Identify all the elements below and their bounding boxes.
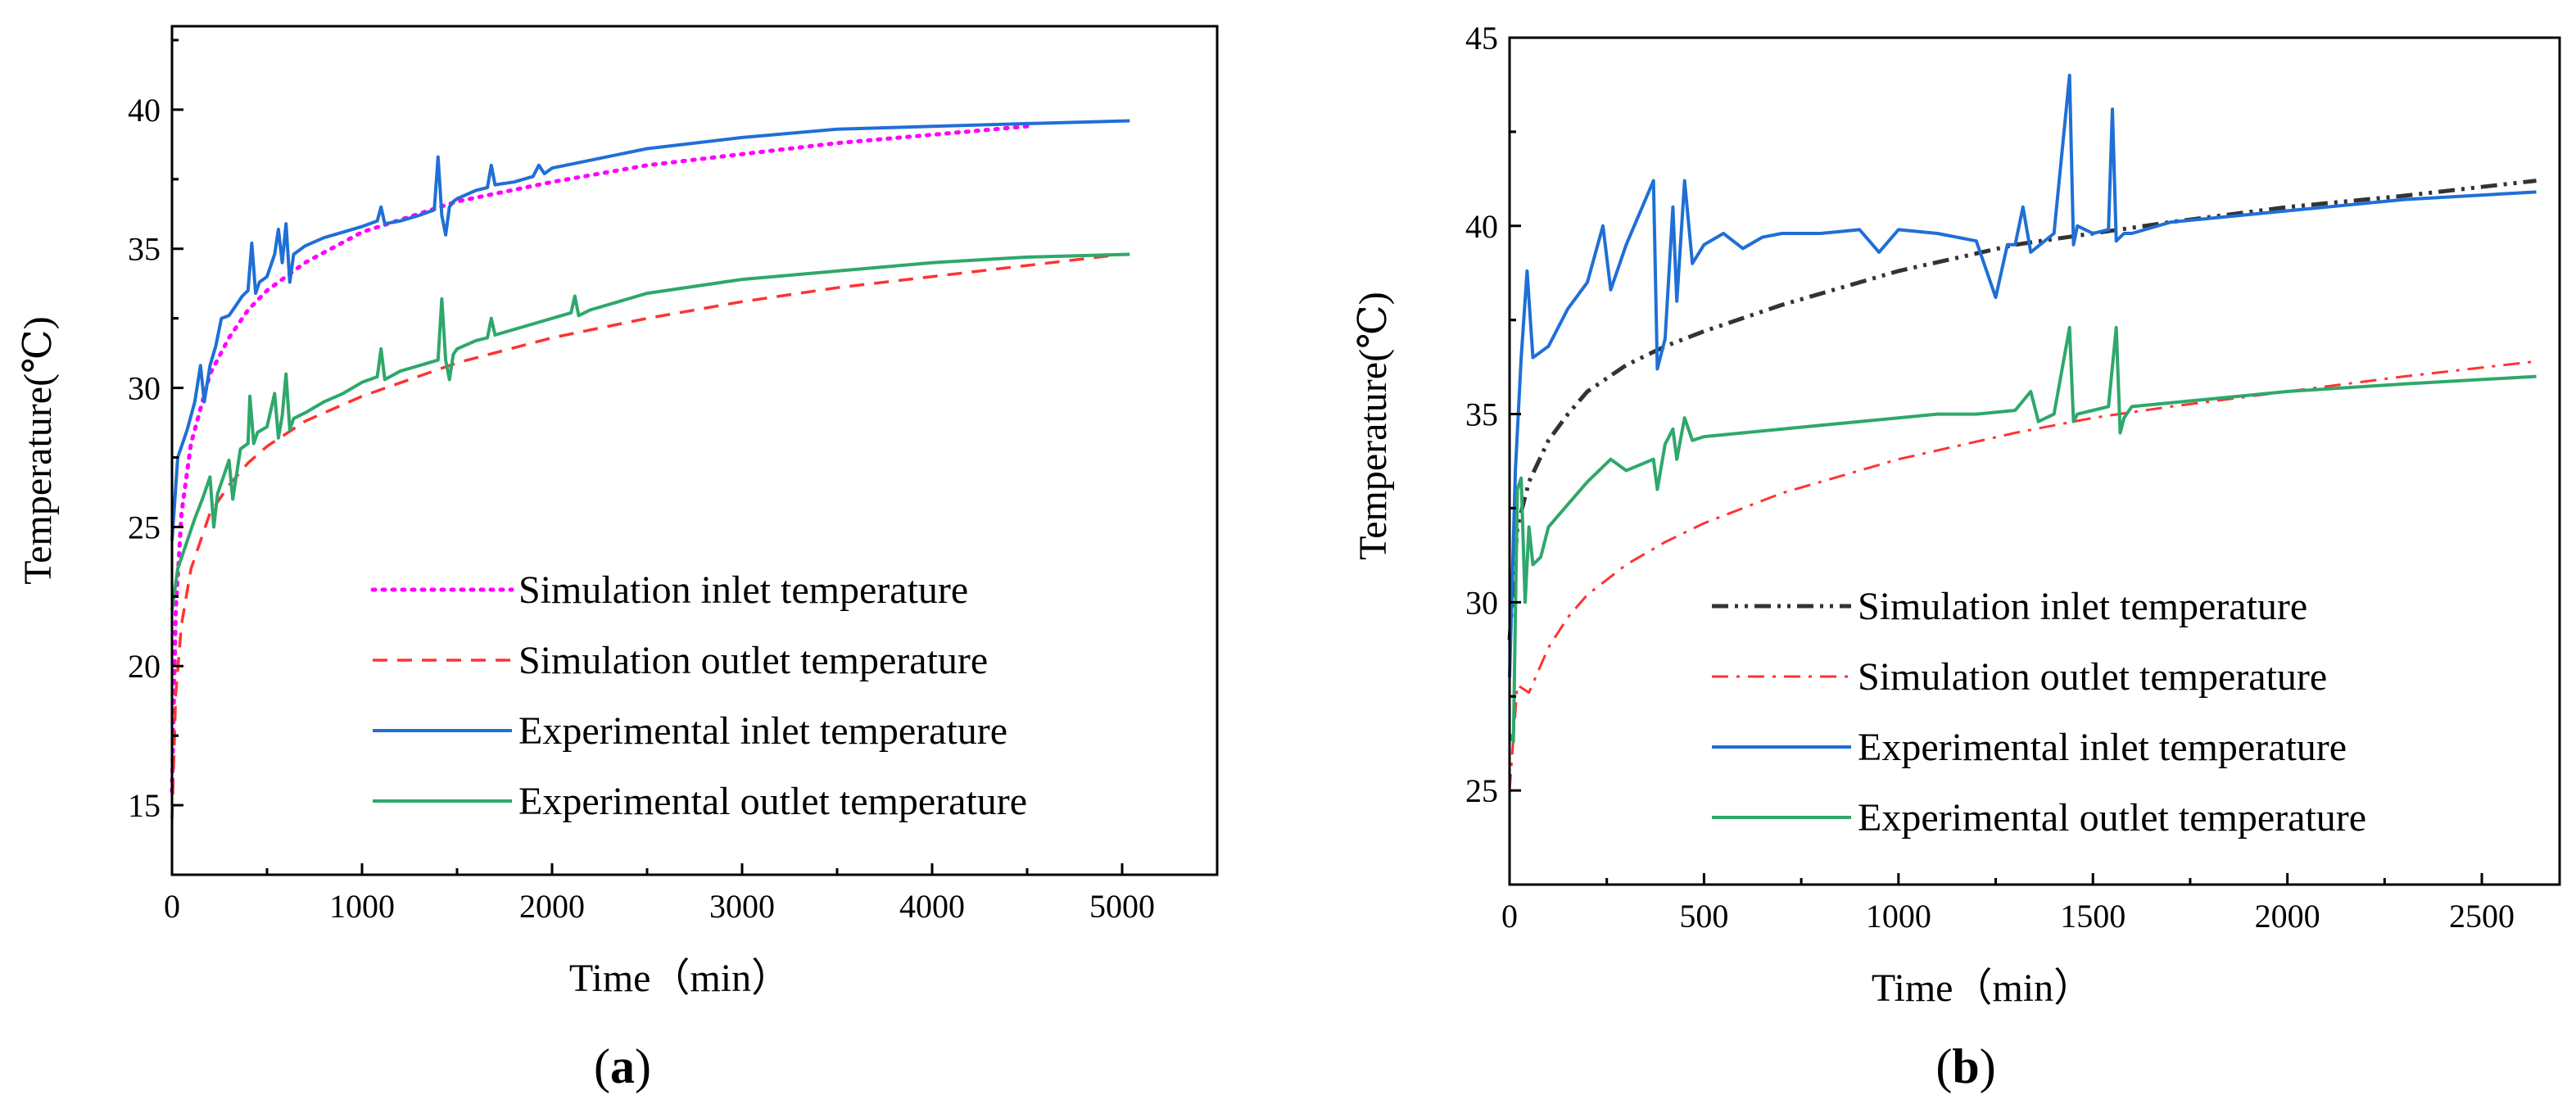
y-tick-label-b-2: 35	[1465, 396, 1498, 433]
x-tick-label-a-3: 3000	[709, 888, 775, 925]
panel-label-a-open: (	[594, 1039, 610, 1093]
series-line-b-1	[1507, 179, 2537, 641]
legend-label-b-2: Simulation outlet temperature	[1858, 655, 2327, 699]
series-line-b-2	[1508, 360, 2537, 791]
series-lines-a	[170, 119, 1130, 820]
series-line-b-3	[1508, 74, 2537, 678]
x-tick-label-b-3: 1500	[2060, 898, 2126, 935]
legend-label-a-4: Experimental outlet temperature	[518, 780, 1027, 823]
series-line-a-1	[170, 124, 1030, 794]
y-tick-label-a-0: 15	[128, 787, 161, 824]
y-ticks-b: 25 30 35 40 45	[1465, 20, 1521, 809]
x-tick-label-a-0: 0	[164, 888, 180, 925]
series-line-a-4	[170, 252, 1130, 611]
panel-label-a-letter: a	[610, 1039, 635, 1093]
series-line-b-4	[1508, 325, 2537, 744]
x-tick-label-b-5: 2500	[2449, 898, 2515, 935]
legend-label-b-3: Experimental inlet temperature	[1858, 726, 2347, 769]
x-ticks-b: 0 500 1000 1500 2000 2500	[1501, 873, 2515, 935]
y-tick-label-b-3: 40	[1465, 208, 1498, 245]
chart-panel-b: 0 500 1000 1500 2000 2500 25 30 35 40 45 Time（min…	[1351, 20, 2561, 1093]
legend-label-a-1: Simulation inlet temperature	[518, 568, 968, 612]
x-axis-title-b: Time（min）	[1872, 966, 2093, 1010]
y-tick-label-a-2: 25	[128, 509, 161, 545]
series-line-a-2	[170, 252, 1123, 820]
legend-label-b-4: Experimental outlet temperature	[1858, 796, 2366, 840]
legend-b: Simulation inlet temperature Simulation o…	[1712, 585, 2366, 840]
y-tick-label-b-0: 25	[1465, 772, 1498, 809]
y-tick-label-a-1: 20	[128, 648, 161, 685]
x-tick-label-a-1: 1000	[329, 888, 395, 925]
y-tick-label-b-1: 30	[1465, 584, 1498, 621]
plot-frame-b	[1508, 36, 2561, 886]
y-tick-label-b-4: 45	[1465, 20, 1498, 57]
x-axis-title-a: Time（min）	[569, 957, 790, 1000]
panel-label-b-letter: b	[1952, 1039, 1979, 1093]
x-ticks-a: 0 1000 2000 3000 4000 5000	[164, 863, 1155, 925]
x-tick-label-a-4: 4000	[899, 888, 965, 925]
x-tick-label-b-2: 1000	[1866, 898, 1931, 935]
legend-label-a-3: Experimental inlet temperature	[518, 709, 1007, 753]
x-tick-label-b-1: 500	[1679, 898, 1728, 935]
y-axis-title-b: Temperature(℃)	[1351, 292, 1395, 560]
panel-label-b: (b)	[1935, 1039, 1995, 1093]
legend-a: Simulation inlet temperature Simulation o…	[370, 568, 1027, 823]
x-tick-label-a-5: 5000	[1089, 888, 1155, 925]
y-tick-label-a-4: 35	[128, 231, 161, 268]
x-tick-label-b-0: 0	[1501, 898, 1518, 935]
series-lines-b	[1507, 74, 2537, 791]
series-line-a-3	[170, 119, 1130, 541]
panel-label-a-close: )	[635, 1039, 651, 1093]
y-ticks-a: 15 20 25 30 35 40	[128, 38, 183, 824]
panel-label-b-open: (	[1935, 1039, 1952, 1093]
y-tick-label-a-5: 40	[128, 92, 161, 129]
panel-label-b-close: )	[1980, 1039, 1996, 1093]
x-tick-label-a-2: 2000	[519, 888, 585, 925]
panel-label-a: (a)	[594, 1039, 651, 1093]
chart-panel-a: 0 1000 2000 3000 4000 5000 15 20 25 30 35 40 Time（…	[16, 25, 1219, 1093]
plot-frame-a	[170, 25, 1219, 876]
y-tick-label-a-3: 30	[128, 370, 161, 407]
legend-label-a-2: Simulation outlet temperature	[518, 639, 988, 682]
x-tick-label-b-4: 2000	[2255, 898, 2320, 935]
y-axis-title-a: Temperature(℃)	[16, 316, 60, 585]
legend-label-b-1: Simulation inlet temperature	[1858, 585, 2307, 628]
